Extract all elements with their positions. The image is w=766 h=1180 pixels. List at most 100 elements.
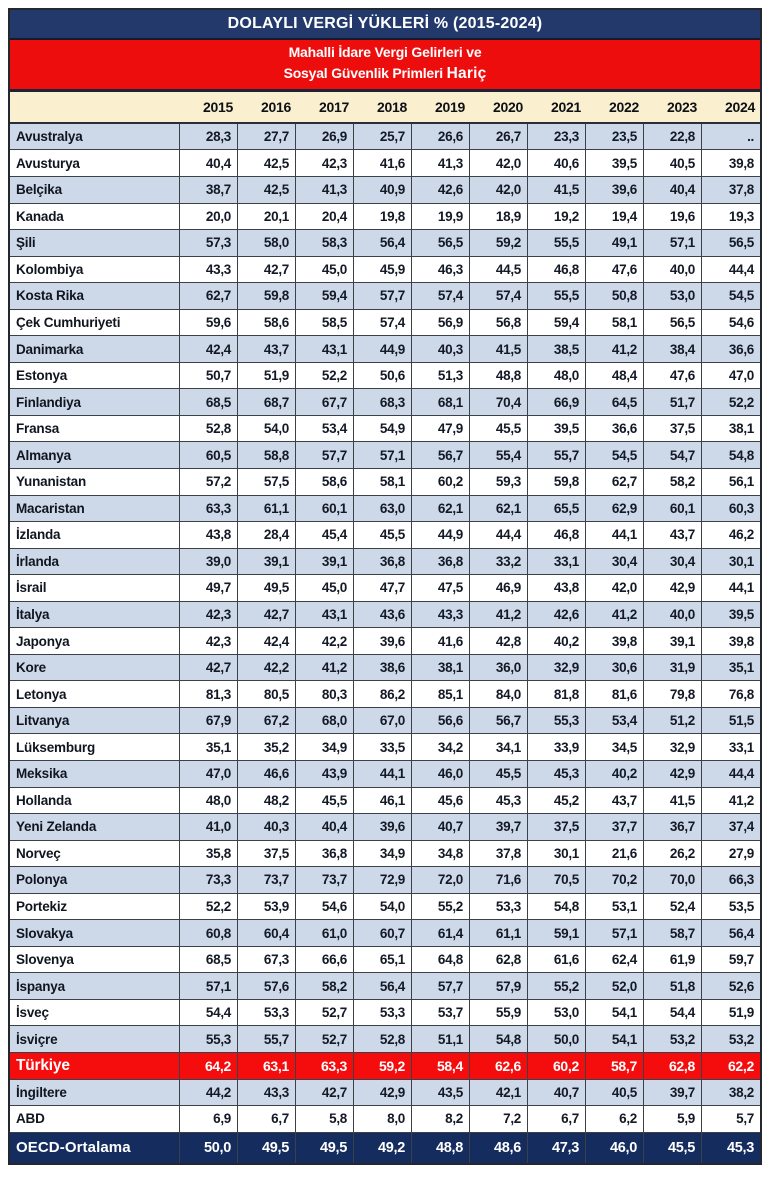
value-cell: 19,2 (528, 203, 586, 230)
value-cell: 42,6 (528, 601, 586, 628)
table-row: Slovakya 60,8 60,4 61,0 60,7 61,4 61,1 59,1 57,1… (10, 920, 760, 947)
country-name: Polonya (10, 867, 180, 893)
value-cell: 53,2 (728, 1031, 754, 1047)
value-cell: 54,6 (296, 893, 354, 920)
table-row: İzlanda 43,8 28,4 45,4 45,5 44,9 44,4 46,8 44,1 4… (10, 522, 760, 549)
value-cell: 32,9 (644, 734, 702, 760)
subtitle-line2: Sosyal Güvenlik Primleri Hariç (10, 63, 760, 85)
value-cell: 67,7 (296, 389, 354, 415)
value-cell: 62,8 (644, 1053, 702, 1079)
table-row: Çek Cumhuriyeti 59,6 58,6 58,5 57,4 56,9 56,8 5… (10, 309, 760, 337)
table-row: Lüksemburg 35,1 35,2 34,9 33,5 34,2 34,1 33,9 34… (10, 734, 760, 761)
value-cell: 57,4 (470, 283, 528, 309)
country-name: Macaristan (10, 495, 180, 522)
value-cell: 27,9 (728, 845, 754, 861)
value-cell: 57,2 (180, 468, 238, 495)
value-cell: 73,7 (238, 867, 296, 893)
table-row: OECD-Ortalama 50,0 49,5 49,5 49,2 48,8 48,6 47,… (10, 1132, 760, 1163)
country-name: Kore (10, 654, 180, 681)
value-cell: 54,8 (528, 893, 586, 920)
year-column-header: 2021 (551, 98, 581, 115)
value-cell: 44,4 (728, 261, 754, 277)
table-row: ABD 6,9 6,7 5,8 8,0 8,2 7,2 6,7 6,2 5,9 5,7 (10, 1106, 760, 1133)
year-column-header: 2015 (203, 98, 233, 115)
table-row: Fransa 52,8 54,0 53,4 54,9 47,9 45,5 39,5 36,6 37… (10, 415, 760, 443)
table-row: Japonya 42,3 42,4 42,2 39,6 41,6 42,8 40,2 39,8 3… (10, 628, 760, 655)
value-cell: 35,2 (238, 734, 296, 760)
value-cell: 60,8 (180, 920, 238, 946)
value-cell: 43,1 (296, 336, 354, 362)
value-cell: 57,3 (180, 230, 238, 256)
value-cell: 30,4 (586, 548, 644, 575)
value-cell: 56,9 (412, 309, 470, 336)
table-row: Meksika 47,0 46,6 43,9 44,1 46,0 45,5 45,3 40,2 4… (10, 761, 760, 788)
value-cell: 55,4 (470, 442, 528, 468)
value-cell: 25,7 (354, 123, 412, 150)
value-cell: 40,4 (180, 150, 238, 176)
country-name: ABD (10, 1106, 180, 1132)
value-cell: 52,0 (586, 973, 644, 999)
value-cell: 35,1 (180, 734, 238, 760)
value-cell: 38,1 (728, 421, 754, 437)
value-cell: 44,5 (470, 256, 528, 283)
table-row: Kanada 20,0 20,1 20,4 19,8 19,9 18,9 19,2 19,4 19… (10, 203, 760, 231)
value-cell: 68,3 (354, 389, 412, 415)
value-cell: 61,1 (470, 920, 528, 946)
table-subtitle: Mahalli İdare Vergi Gelirleri ve Sosyal … (10, 40, 760, 92)
value-cell: 58,3 (296, 230, 354, 256)
value-cell: 41,5 (528, 176, 586, 203)
value-cell: 62,7 (180, 283, 238, 309)
value-cell: 52,4 (644, 893, 702, 920)
value-cell: 40,0 (644, 601, 702, 628)
value-cell: 31,9 (644, 654, 702, 681)
value-cell: 37,8 (470, 840, 528, 867)
value-cell: 40,4 (296, 814, 354, 840)
value-cell: 63,0 (354, 495, 412, 522)
table-row: Yeni Zelanda 41,0 40,3 40,4 39,6 40,7 39,7 37,5… (10, 814, 760, 841)
value-cell: 51,9 (238, 362, 296, 389)
value-cell: 40,0 (644, 256, 702, 283)
value-cell: 52,8 (180, 415, 238, 442)
value-cell: 55,9 (470, 999, 528, 1026)
value-cell: 58,1 (586, 309, 644, 336)
value-cell: 80,3 (296, 681, 354, 707)
value-cell: 61,9 (644, 946, 702, 973)
value-cell: 52,7 (296, 1026, 354, 1053)
value-cell: 47,6 (586, 256, 644, 283)
value-cell: 47,0 (180, 761, 238, 787)
value-cell: 45,6 (412, 787, 470, 814)
value-cell: 51,9 (728, 1005, 754, 1021)
value-cell: 62,1 (470, 495, 528, 522)
value-cell: 57,7 (412, 973, 470, 999)
value-cell: 59,2 (470, 230, 528, 256)
value-cell: 42,4 (180, 336, 238, 362)
value-cell: 42,9 (644, 575, 702, 601)
value-cell: 70,4 (470, 389, 528, 415)
country-name: Norveç (10, 840, 180, 867)
value-cell: 56,7 (412, 442, 470, 468)
value-cell: 70,2 (586, 867, 644, 893)
indirect-tax-table: DOLAYLI VERGİ YÜKLERİ % (2015-2024) Maha… (8, 8, 762, 1165)
value-cell: 37,7 (586, 814, 644, 840)
country-name: Estonya (10, 362, 180, 389)
value-cell: 39,5 (528, 415, 586, 442)
value-cell: 54,8 (728, 447, 754, 463)
country-name: Hollanda (10, 787, 180, 814)
value-cell: 53,1 (586, 893, 644, 920)
value-cell: 62,4 (586, 946, 644, 973)
value-cell: 54,0 (238, 415, 296, 442)
value-cell: 41,5 (470, 336, 528, 362)
value-cell: 55,7 (238, 1026, 296, 1053)
value-cell: 57,6 (238, 973, 296, 999)
value-cell: 67,3 (238, 946, 296, 973)
value-cell: 43,3 (238, 1079, 296, 1106)
value-cell: 39,5 (728, 606, 754, 622)
value-cell: 61,6 (528, 946, 586, 973)
table-row: İsveç 54,4 53,3 52,7 53,3 53,7 55,9 53,0 54,1 54,… (10, 999, 760, 1027)
value-cell: 54,5 (586, 442, 644, 468)
country-name: Belçika (10, 176, 180, 203)
value-cell: 54,8 (470, 1026, 528, 1053)
value-cell: 55,2 (528, 973, 586, 999)
value-cell: 59,1 (528, 920, 586, 946)
value-cell: 51,1 (412, 1026, 470, 1053)
